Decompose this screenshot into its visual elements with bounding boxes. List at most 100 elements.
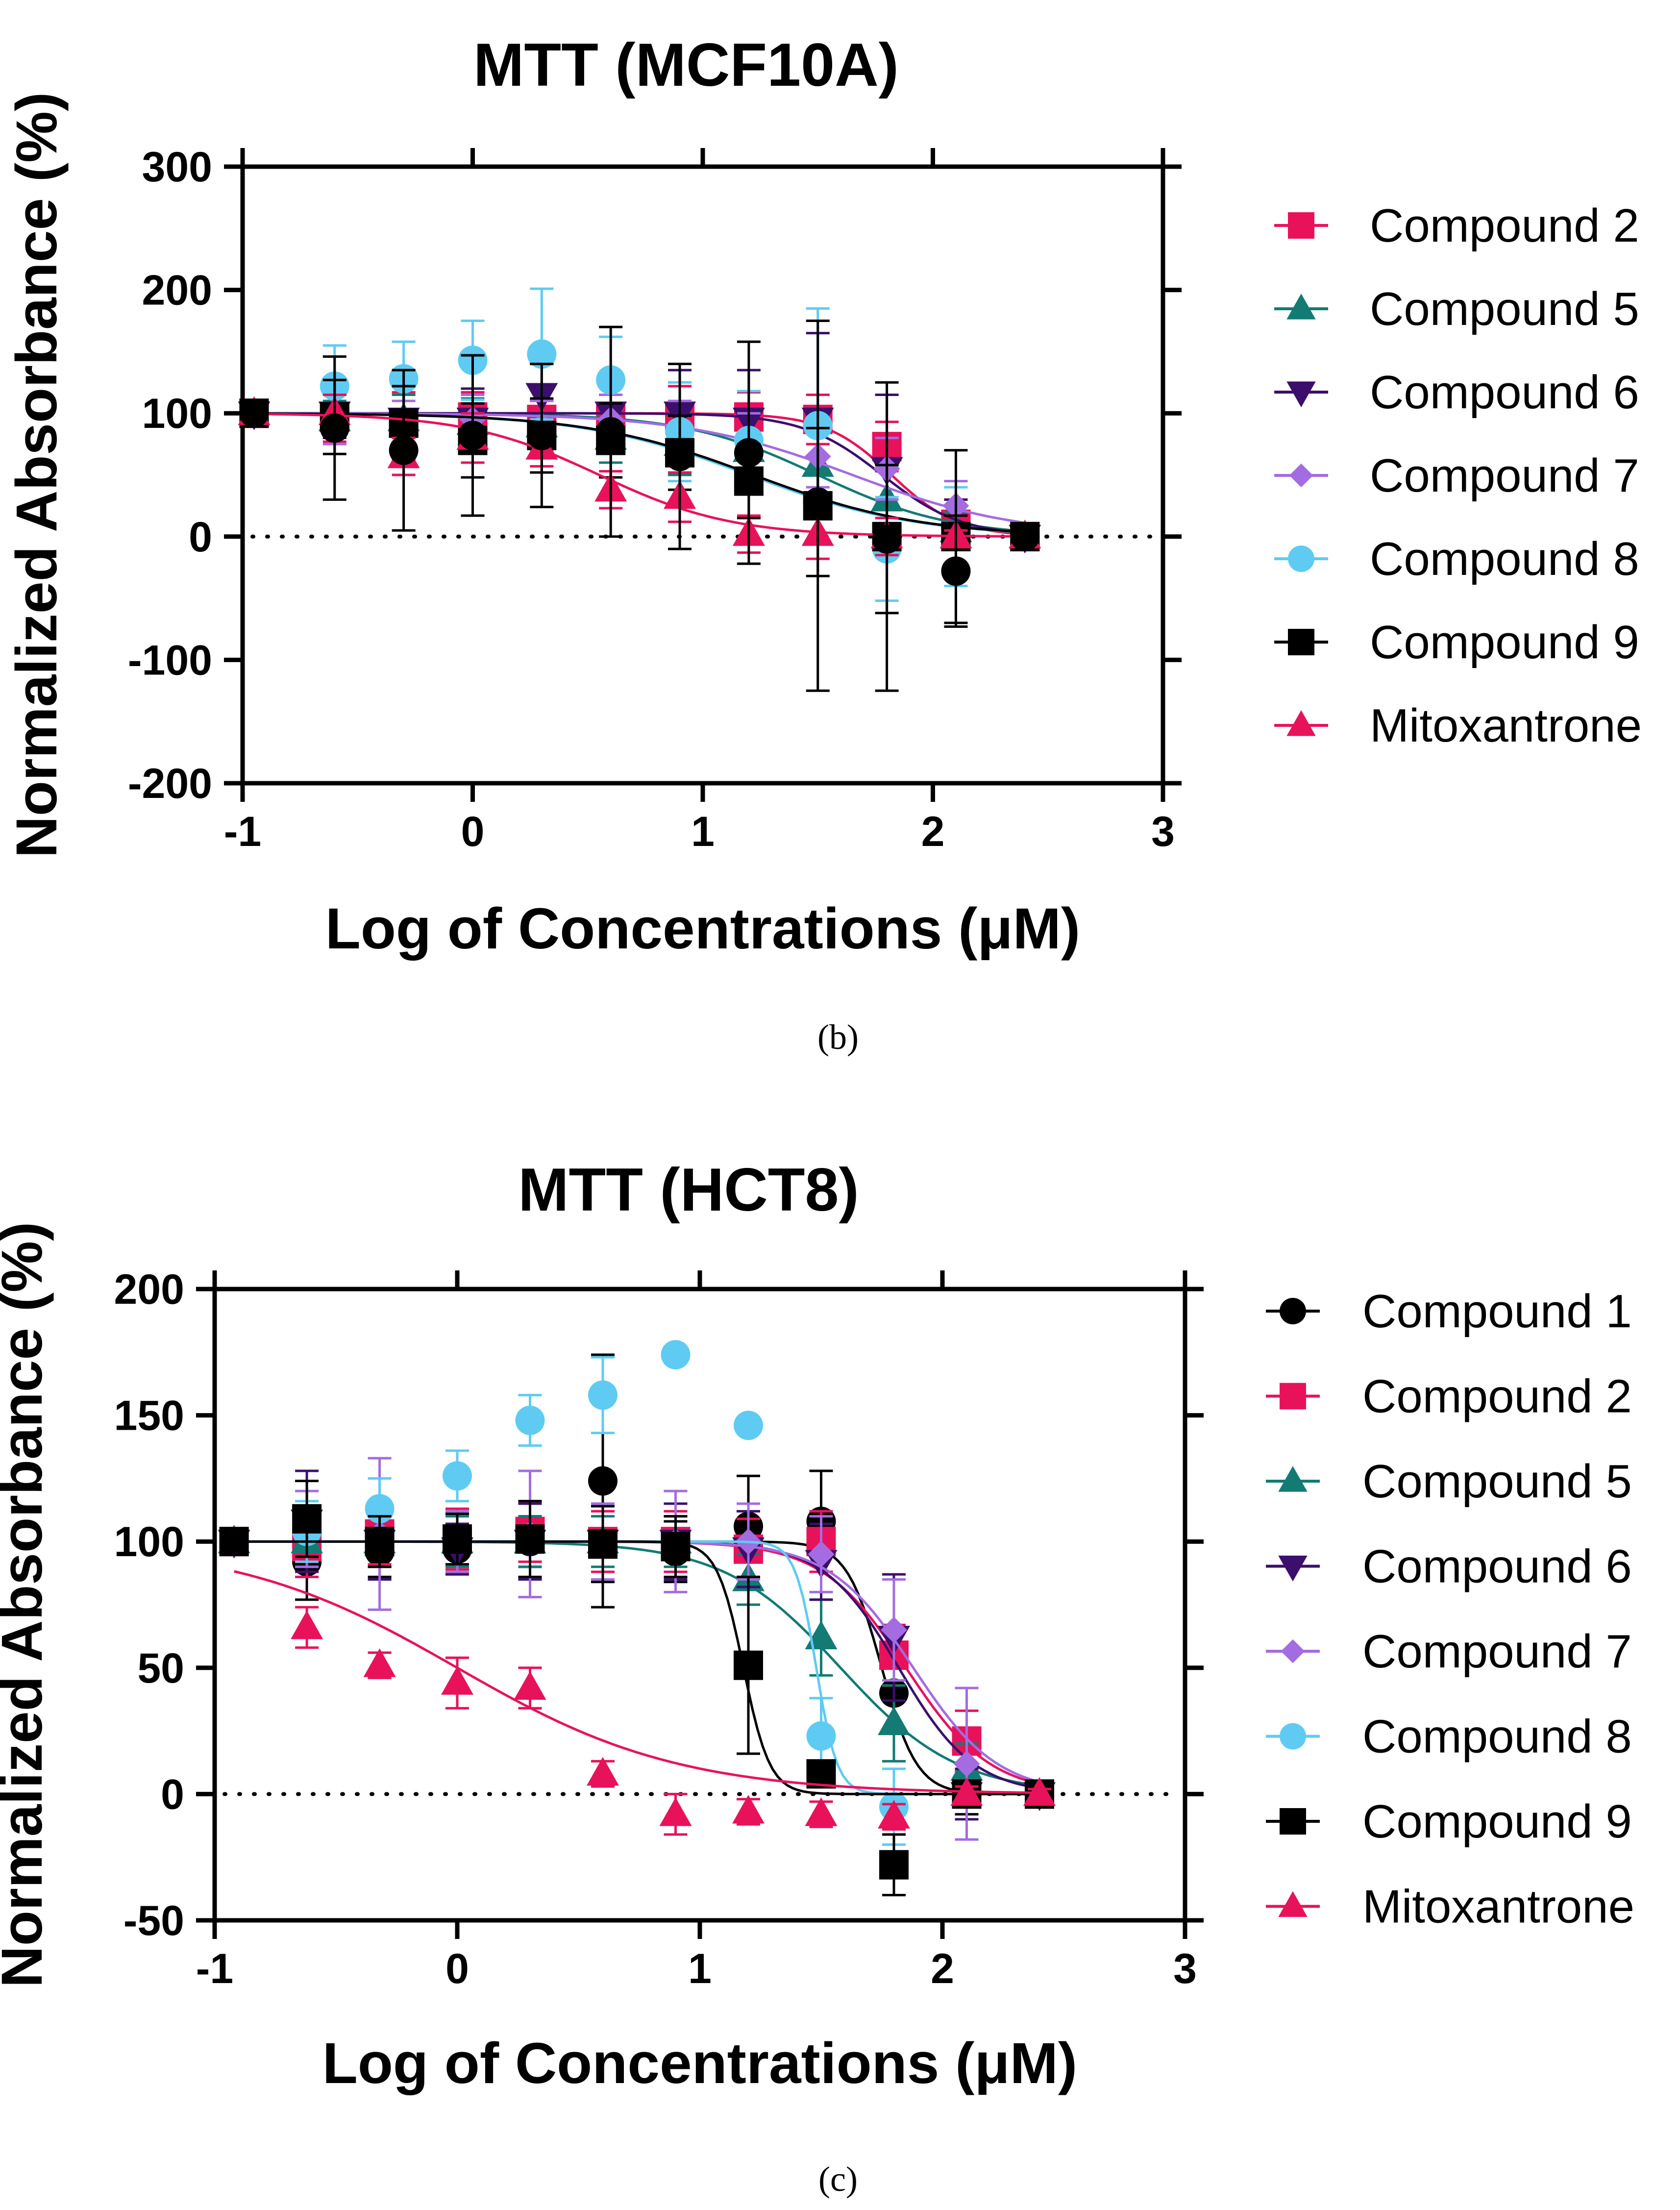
legend-item: Compound 7 <box>1266 1625 1632 1678</box>
data-point <box>588 1529 618 1559</box>
legend-label: Compound 2 <box>1362 1370 1632 1423</box>
data-point <box>515 1524 545 1554</box>
legend-item: Mitoxantrone <box>1266 1881 1634 1933</box>
data-point <box>443 1524 472 1554</box>
legend-label: Compound 7 <box>1370 449 1639 502</box>
legend-item: Compound 7 <box>1274 449 1639 502</box>
legend-item: Mitoxantrone <box>1274 699 1642 752</box>
legend-item: Compound 5 <box>1266 1455 1632 1508</box>
legend-item: Compound 1 <box>1266 1285 1632 1338</box>
y-tick-label: 100 <box>142 390 213 437</box>
legend-marker <box>1280 1383 1306 1410</box>
legend-marker <box>1278 1891 1308 1917</box>
data-point <box>527 421 557 450</box>
y-tick-label: -200 <box>128 760 212 807</box>
data-point <box>878 1800 910 1829</box>
y-tick-label: 0 <box>161 1771 184 1818</box>
data-point <box>588 1380 618 1410</box>
x-tick-label: 2 <box>921 808 945 855</box>
legend-label: Compound 7 <box>1362 1625 1632 1678</box>
x-axis-label: Log of Concentrations (μM) <box>325 896 1080 961</box>
data-point <box>950 1777 983 1806</box>
x-tick-label: 2 <box>931 1945 954 1992</box>
legend: Compound 1 Compound 2 Compound 5 Compound 6… <box>1266 1285 1634 1933</box>
legend-item: Compound 2 <box>1266 1370 1632 1423</box>
data-point <box>588 1466 618 1496</box>
data-point <box>734 438 764 468</box>
legend-marker <box>1289 463 1313 488</box>
legend-label: Compound 2 <box>1370 199 1639 252</box>
data-point <box>661 1340 691 1369</box>
y-tick-label: 0 <box>189 514 212 561</box>
data-point <box>808 1540 835 1567</box>
data-point <box>596 417 626 447</box>
x-tick-label: 1 <box>688 1945 712 1992</box>
chart-panel-hct8: MTT (HCT8) -1 0 1 2 3 -50 0 50 100 150 200 Log of Co… <box>0 1156 1634 2199</box>
legend-marker <box>1288 546 1314 572</box>
legend-item: Compound 9 <box>1274 616 1639 669</box>
data-point <box>365 1527 395 1557</box>
data-point <box>665 442 695 472</box>
y-tick-label: 200 <box>142 267 213 314</box>
chart-title: MTT (MCF10A) <box>473 31 899 99</box>
data-point <box>291 1610 323 1639</box>
legend: Compound 2 Compound 5 Compound 6 Compound 7… <box>1274 199 1642 752</box>
data-point <box>803 487 833 517</box>
data-point <box>219 1527 249 1557</box>
legend-marker <box>1281 1639 1305 1664</box>
x-tick-label: 0 <box>445 1945 469 1992</box>
data-point <box>1023 1777 1056 1806</box>
panel-caption: (c) <box>818 2160 858 2199</box>
data-point <box>443 1461 472 1491</box>
data-point <box>515 1405 545 1435</box>
data-point <box>953 1750 980 1777</box>
data-point <box>527 339 557 369</box>
y-axis-label: Normalized Absorbance (%) <box>4 92 69 858</box>
data-point <box>881 1616 907 1643</box>
data-point <box>659 1797 692 1826</box>
data-point <box>806 1721 836 1751</box>
x-tick-label: -1 <box>196 1945 233 1992</box>
legend-marker <box>1280 1723 1306 1750</box>
legend-label: Compound 6 <box>1370 366 1639 419</box>
fit-curve <box>234 1570 1040 1794</box>
chart-panel-mcf10a: MTT (MCF10A) -1 0 1 2 3 -200 -100 0 100 200 300 Log … <box>4 31 1642 1057</box>
data-point <box>292 1504 322 1534</box>
y-tick-label: 100 <box>114 1518 185 1565</box>
data-point <box>1010 521 1040 551</box>
x-tick-label: 3 <box>1173 1945 1197 1992</box>
series-compound-1 <box>239 325 1040 628</box>
x-tick-label: 3 <box>1151 808 1175 855</box>
legend-label: Compound 8 <box>1362 1711 1632 1763</box>
legend-label: Compound 9 <box>1362 1795 1632 1848</box>
panel-caption: (b) <box>817 1018 859 1057</box>
y-axis-label: Normalized Absorbance (%) <box>0 1222 54 1988</box>
x-tick-label: 1 <box>691 808 715 855</box>
legend-marker <box>1278 1465 1308 1492</box>
legend-marker <box>1280 1298 1306 1324</box>
data-point <box>389 435 419 465</box>
data-point <box>941 556 971 586</box>
legend-marker <box>1288 629 1314 655</box>
legend-label: Mitoxantrone <box>1362 1881 1634 1933</box>
y-tick-label: 150 <box>114 1392 185 1440</box>
legend-item: Compound 9 <box>1266 1795 1632 1848</box>
chart-title: MTT (HCT8) <box>518 1156 859 1224</box>
x-tick-label: -1 <box>224 808 261 855</box>
legend-item: Compound 5 <box>1274 283 1639 335</box>
data-point <box>441 1666 473 1695</box>
data-point <box>587 1757 619 1786</box>
y-tick-label: -50 <box>124 1897 184 1944</box>
data-point <box>514 1671 546 1700</box>
data-point <box>363 1648 396 1677</box>
data-point <box>239 398 269 428</box>
legend-label: Compound 6 <box>1362 1540 1632 1593</box>
series-mitoxantrone <box>234 1570 1056 1836</box>
legend-marker <box>1278 1555 1308 1582</box>
legend-marker <box>1288 212 1314 239</box>
data-point <box>661 1532 691 1562</box>
x-axis-label: Log of Concentrations (μM) <box>322 2031 1077 2096</box>
legend-marker <box>1286 293 1316 320</box>
legend-label: Compound 5 <box>1362 1455 1632 1508</box>
